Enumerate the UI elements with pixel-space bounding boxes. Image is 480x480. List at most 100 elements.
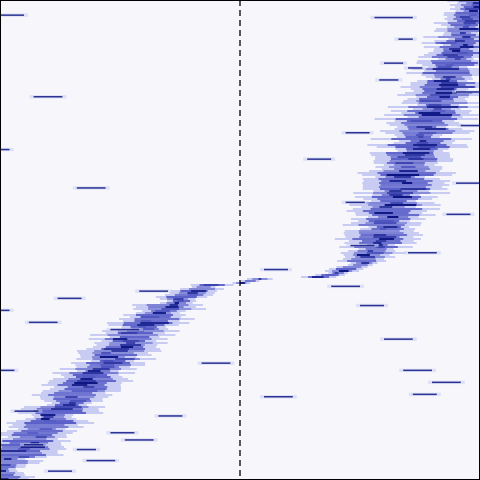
heatmap-cell <box>432 68 460 70</box>
heatmap-cell <box>375 246 385 248</box>
heatmap-cell <box>0 474 14 476</box>
heatmap-cell <box>18 456 30 458</box>
heatmap-cell <box>442 76 456 78</box>
heatmap-cell <box>408 158 424 160</box>
heatmap-cell <box>35 412 86 414</box>
heatmap-cell <box>435 92 457 94</box>
outlier-stroke <box>139 290 168 292</box>
heatmap-cell <box>99 356 119 358</box>
heatmap-cell <box>63 404 76 406</box>
heatmap-cell <box>459 46 474 48</box>
heatmap-cell <box>407 110 456 112</box>
heatmap-cell <box>431 60 472 62</box>
heatmap-cell <box>4 458 12 460</box>
heatmap-cell <box>191 290 206 292</box>
heatmap-cell <box>371 228 404 230</box>
heatmap-cell <box>120 344 142 346</box>
heatmap-cell <box>196 286 211 288</box>
heatmap-cell <box>374 220 394 222</box>
heatmap-cell <box>431 110 446 112</box>
heatmap-cell <box>20 446 45 448</box>
heatmap-cell <box>434 74 472 76</box>
outlier-stroke <box>0 309 10 312</box>
heatmap-cell <box>378 178 425 180</box>
outlier-stroke <box>412 393 437 396</box>
heatmap-cell <box>399 130 456 132</box>
heatmap-cell <box>40 418 50 420</box>
heatmap-cell <box>155 310 170 312</box>
heatmap-cell <box>25 424 65 426</box>
heatmap-cell <box>43 416 54 418</box>
heatmap-cell <box>370 208 423 210</box>
heatmap-cell <box>165 306 179 308</box>
outlier-stroke <box>456 182 480 184</box>
heatmap-cell <box>378 186 426 188</box>
heatmap-cell <box>462 26 469 28</box>
heatmap-cell <box>389 160 437 162</box>
heatmap-cell <box>0 454 46 456</box>
heatmap-cell <box>351 258 376 260</box>
heatmap-cell <box>381 180 433 182</box>
outlier-stroke <box>264 268 288 271</box>
outlier-stroke <box>408 252 437 254</box>
heatmap-cell <box>152 312 166 314</box>
heatmap-cell <box>361 262 370 264</box>
heatmap-cell <box>378 244 383 246</box>
heatmap-cell <box>113 338 128 340</box>
heatmap-cell <box>80 378 93 380</box>
outlier-stroke <box>124 439 154 441</box>
heatmap-cell <box>410 140 444 142</box>
heatmap-cell <box>424 128 446 130</box>
heatmap-cell <box>472 2 480 4</box>
heatmap-cell <box>353 264 368 266</box>
heatmap-cell <box>377 172 436 174</box>
heatmap-cell <box>120 346 134 348</box>
heatmap-cell <box>418 132 437 134</box>
heatmap-cell <box>395 118 458 120</box>
outlier-stroke <box>408 67 423 69</box>
heatmap-cell <box>101 366 115 368</box>
heatmap-cell <box>430 94 451 96</box>
heatmap-cell <box>335 268 357 270</box>
heatmap-cell <box>459 28 479 30</box>
heatmap-cell <box>64 388 107 390</box>
heatmap-cell <box>107 334 159 336</box>
outlier-stroke <box>374 16 413 19</box>
heatmap-cell <box>386 192 414 194</box>
heatmap-cell <box>435 70 470 72</box>
heatmap-cell <box>365 248 387 250</box>
heatmap-cell <box>140 322 169 324</box>
heatmap-cell <box>92 368 110 370</box>
heatmap-cell <box>438 36 480 38</box>
heatmap-cell <box>77 380 96 382</box>
heatmap-cell <box>240 282 245 284</box>
heatmap-cell <box>406 150 434 152</box>
heatmap-cell <box>338 270 349 272</box>
heatmap-cell <box>464 20 478 22</box>
heatmap-cell <box>455 40 465 42</box>
heatmap-cell <box>0 472 16 474</box>
heatmap-cell <box>380 184 432 186</box>
heatmap-cell <box>395 162 414 164</box>
heatmap-cell <box>380 200 407 202</box>
heatmap-cell <box>462 36 471 38</box>
heatmap-cell <box>419 98 454 100</box>
outlier-stroke <box>432 381 461 384</box>
heatmap-cell <box>27 432 39 434</box>
heatmap-cell <box>463 6 480 8</box>
heatmap-cell <box>400 188 427 190</box>
heatmap-cell <box>373 234 387 236</box>
heatmap-cell <box>43 420 56 422</box>
heatmap-cell <box>35 436 47 438</box>
heatmap-cell <box>358 230 400 232</box>
heatmap-cell <box>372 214 420 216</box>
heatmap-cell <box>453 14 480 16</box>
heatmap-cell <box>443 54 458 56</box>
heatmap-cell <box>386 174 420 176</box>
outlier-stroke <box>0 369 15 372</box>
heatmap-cell <box>352 238 404 240</box>
heatmap-cell <box>459 16 471 18</box>
heatmap-cell <box>394 164 425 166</box>
heatmap-cell <box>189 288 216 290</box>
